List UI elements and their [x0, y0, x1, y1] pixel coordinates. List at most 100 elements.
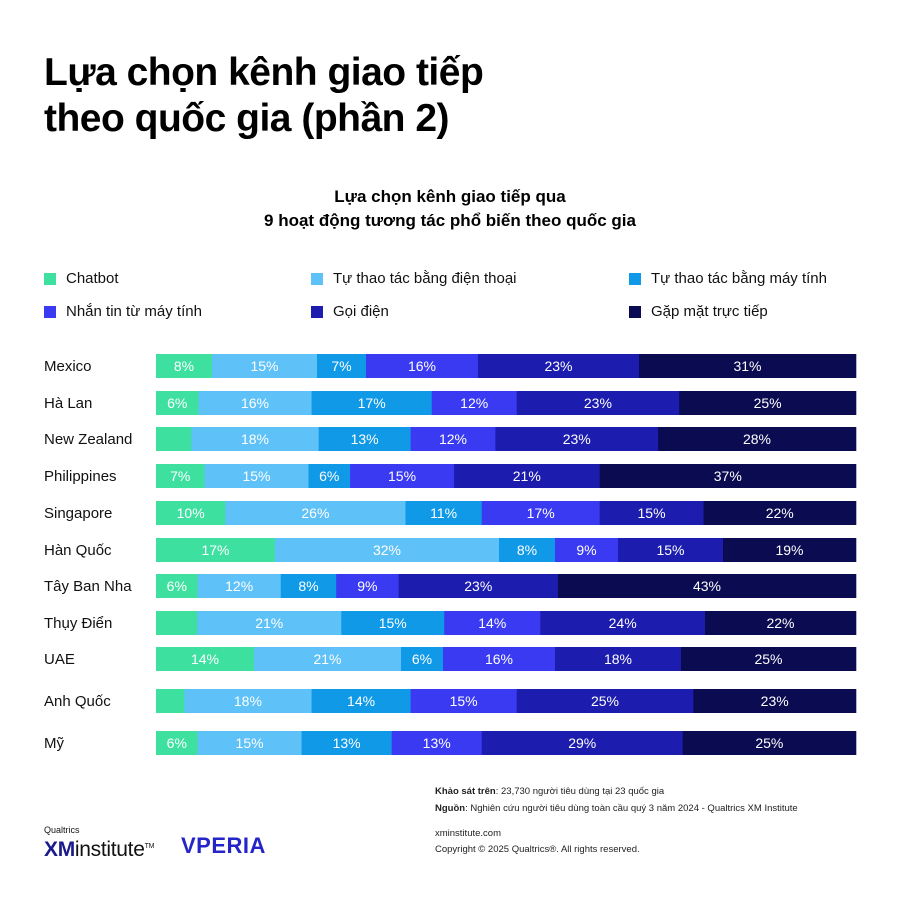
bar-segment-computer-self-service — [317, 354, 367, 378]
bar-segment-phone-call — [398, 574, 559, 598]
bar-segment-phone-call — [516, 689, 694, 713]
bar-segment-phone-call — [478, 354, 640, 378]
bar-segment-chatbot — [156, 611, 198, 635]
footer-info: xminstitute.com Copyright © 2025 Qualtri… — [435, 826, 640, 858]
bar-segment-in-person — [658, 427, 857, 451]
bar-segment-phone-call — [599, 501, 704, 525]
legend-swatch-computer-messaging — [44, 305, 56, 318]
bar-segment-computer-messaging — [410, 427, 496, 451]
bar-segment-phone-call — [516, 391, 680, 415]
bar-segment-phone-call — [618, 538, 724, 562]
bar-segment-computer-self-service — [499, 538, 556, 562]
data-label-computer-self-service: 15% — [379, 615, 407, 631]
data-label-computer-messaging: 9% — [357, 578, 377, 594]
data-label-phone-call: 21% — [513, 468, 541, 484]
data-label-computer-self-service: 14% — [347, 693, 375, 709]
bar-segment-in-person — [679, 391, 857, 415]
bar-segment-chatbot — [156, 647, 255, 671]
category-label: Mỹ — [44, 735, 64, 752]
logo-institute-text: institute — [74, 838, 145, 861]
bar-segment-computer-self-service — [308, 464, 351, 488]
data-label-computer-messaging: 16% — [485, 651, 513, 667]
bar-segment-phone-self-service — [198, 391, 312, 415]
bar-segment-computer-messaging — [443, 647, 556, 671]
bar-segment-in-person — [682, 731, 857, 755]
data-label-phone-call: 23% — [563, 431, 591, 447]
data-label-computer-self-service: 11% — [430, 505, 457, 521]
legend-item-phone-call: Gọi điện — [311, 303, 389, 320]
data-label-phone-self-service: 12% — [225, 578, 253, 594]
data-label-in-person: 22% — [766, 505, 794, 521]
bar-segment-phone-self-service — [254, 647, 402, 671]
category-label: Hàn Quốc — [44, 542, 112, 559]
data-label-phone-call: 23% — [464, 578, 492, 594]
data-label-in-person: 25% — [754, 651, 782, 667]
logo-qualtrics-text: Qualtrics — [44, 825, 80, 835]
bar-segment-computer-messaging — [481, 501, 600, 525]
bar-segment-chatbot — [156, 464, 205, 488]
bar-segment-computer-self-service — [318, 427, 411, 451]
data-label-phone-self-service: 15% — [250, 358, 278, 374]
data-label-phone-self-service: 32% — [373, 542, 401, 558]
data-label-phone-self-service: 21% — [255, 615, 283, 631]
bar-segment-in-person — [705, 611, 857, 635]
data-label-computer-messaging: 14% — [478, 615, 506, 631]
data-label-phone-self-service: 18% — [234, 693, 262, 709]
bar-segment-computer-self-service — [341, 611, 445, 635]
legend-label-phone-call: Gọi điện — [333, 303, 389, 320]
chart-notes: Khảo sát trên: 23,730 người tiêu dùng tạ… — [435, 783, 798, 817]
data-label-in-person: 43% — [693, 578, 721, 594]
bar-segment-chatbot — [156, 354, 213, 378]
survey-note-label: Khảo sát trên — [435, 786, 496, 797]
data-label-phone-call: 15% — [656, 542, 684, 558]
bar-segment-phone-call — [495, 427, 659, 451]
bar-segment-computer-messaging — [391, 731, 483, 755]
legend-item-computer-messaging: Nhắn tin từ máy tính — [44, 303, 202, 320]
bar-segment-phone-self-service — [197, 574, 282, 598]
data-label-computer-self-service: 13% — [351, 431, 379, 447]
survey-note: Khảo sát trên: 23,730 người tiêu dùng tạ… — [435, 783, 798, 800]
data-label-in-person: 28% — [743, 431, 771, 447]
data-label-in-person: 37% — [714, 468, 742, 484]
bar-segment-computer-self-service — [311, 391, 433, 415]
bar-segment-chatbot — [156, 731, 198, 755]
bar-segment-computer-self-service — [401, 647, 444, 671]
data-label-phone-self-service: 15% — [236, 735, 264, 751]
bar-segment-phone-call — [555, 647, 682, 671]
bar-segment-computer-messaging — [336, 574, 399, 598]
bar-segment-computer-self-service — [405, 501, 483, 525]
chart-title-line-1: Lựa chọn kênh giao tiếp qua — [334, 187, 566, 206]
bar-segment-computer-messaging — [410, 689, 517, 713]
legend-swatch-computer-self-service — [629, 272, 641, 285]
website-link[interactable]: xminstitute.com — [435, 828, 501, 839]
data-label-computer-messaging: 12% — [439, 431, 467, 447]
bar-segment-computer-messaging — [444, 611, 541, 635]
bar-segment-phone-call — [481, 731, 684, 755]
data-label-chatbot: 6% — [167, 578, 187, 594]
source-note-text: : Nghiên cứu người tiêu dùng toàn cầu qu… — [465, 803, 798, 814]
legend-swatch-phone-self-service — [311, 272, 323, 285]
data-label-phone-self-service: 15% — [242, 468, 270, 484]
data-label-chatbot: 10% — [177, 505, 205, 521]
logo-tm-text: TM — [144, 843, 155, 850]
bar-segment-in-person — [599, 464, 857, 488]
bar-segment-in-person — [723, 538, 857, 562]
bar-segment-phone-self-service — [197, 611, 342, 635]
bar-segment-computer-self-service — [280, 574, 337, 598]
data-label-chatbot: 7% — [170, 468, 190, 484]
bar-segment-chatbot — [156, 538, 276, 562]
data-label-phone-self-service: 18% — [241, 431, 269, 447]
data-label-phone-call: 15% — [638, 505, 666, 521]
survey-note-text: : 23,730 người tiêu dùng tại 23 quốc gia — [495, 786, 665, 797]
source-note: Nguồn: Nghiên cứu người tiêu dùng toàn c… — [435, 800, 798, 817]
data-label-phone-call: 23% — [584, 395, 612, 411]
logo-xm-text: XM — [44, 838, 75, 861]
data-label-chatbot: 17% — [201, 542, 229, 558]
data-label-in-person: 22% — [766, 615, 794, 631]
data-label-phone-call: 24% — [609, 615, 637, 631]
qualtrics-xm-institute-logo: Qualtrics XMinstituteTM — [44, 825, 154, 862]
legend-swatch-in-person — [629, 305, 641, 318]
category-label: Hà Lan — [44, 395, 92, 412]
category-label: New Zealand — [44, 431, 132, 448]
